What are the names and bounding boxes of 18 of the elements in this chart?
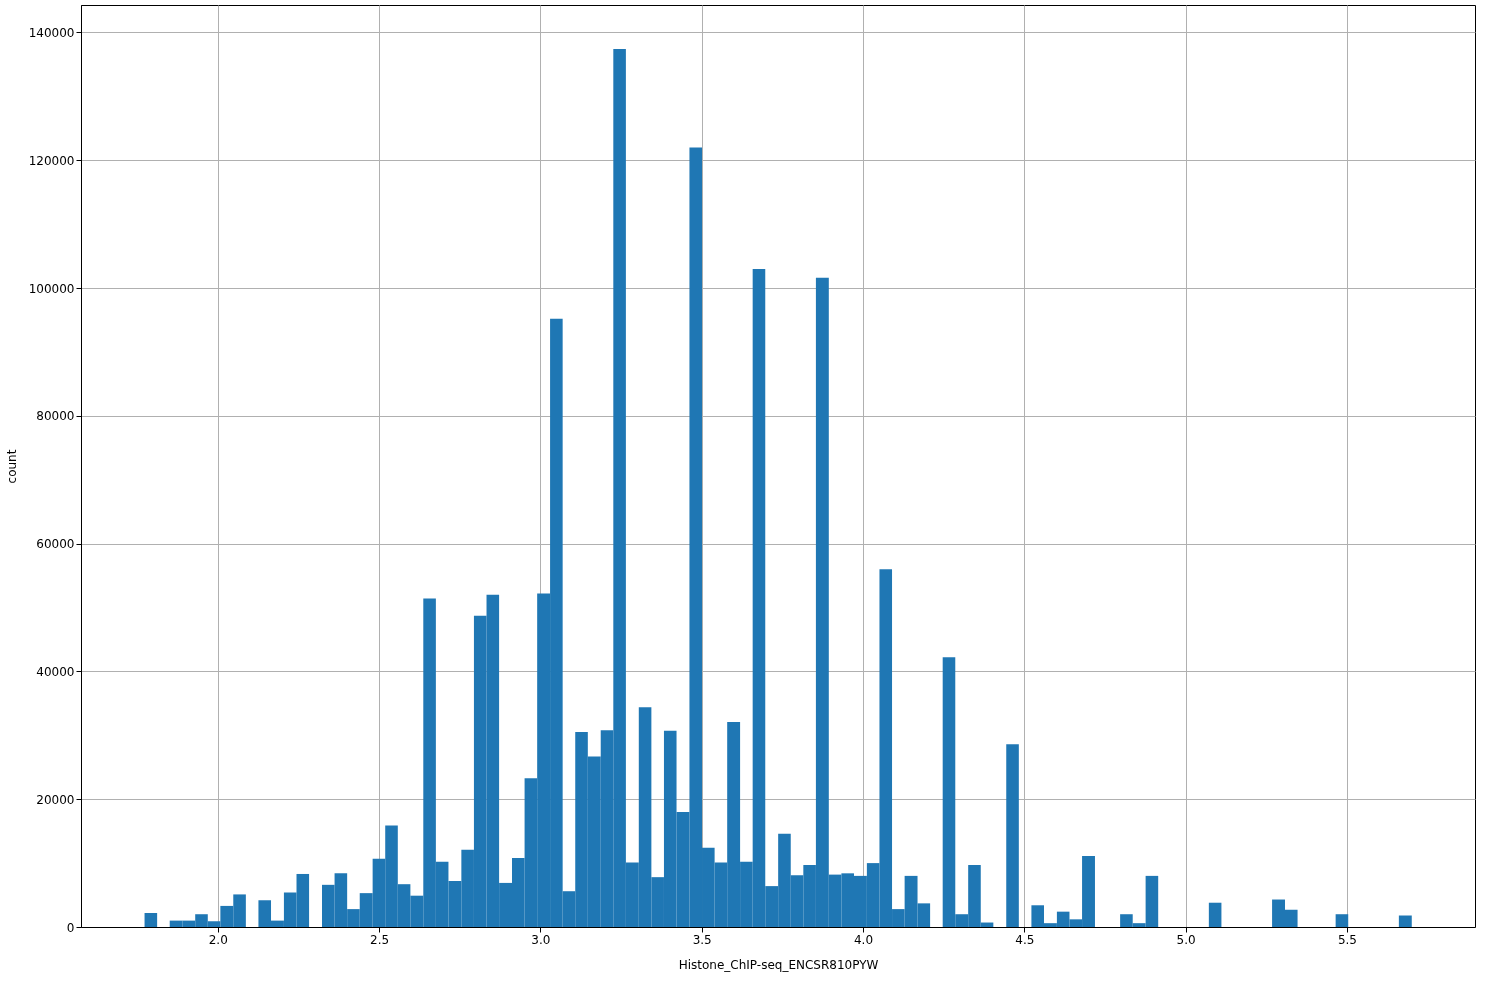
- y-tick-label: 80000: [36, 409, 75, 424]
- y-tick-label: 100000: [28, 281, 75, 296]
- x-tick-label: 4.0: [853, 932, 874, 947]
- y-axis-title: count: [4, 449, 19, 484]
- x-tick-label: 3.5: [692, 932, 712, 947]
- x-tick-label: 4.5: [1015, 932, 1035, 947]
- y-tick-label: 120000: [28, 153, 75, 168]
- y-tick-label: 60000: [36, 537, 75, 552]
- y-tick-label: 20000: [36, 792, 75, 807]
- x-tick-label: 3.0: [531, 932, 551, 947]
- x-tick-label: 2.5: [370, 932, 390, 947]
- x-tick-label: 5.0: [1176, 932, 1196, 947]
- x-tick-label: 5.5: [1337, 932, 1357, 947]
- y-tick-label: 140000: [28, 25, 75, 40]
- x-tick-label: 2.0: [208, 932, 228, 947]
- x-axis-title: Histone_ChIP-seq_ENCSR810PYW: [678, 957, 879, 972]
- y-tick-label: 0: [66, 920, 75, 935]
- y-tick-label: 40000: [36, 664, 75, 679]
